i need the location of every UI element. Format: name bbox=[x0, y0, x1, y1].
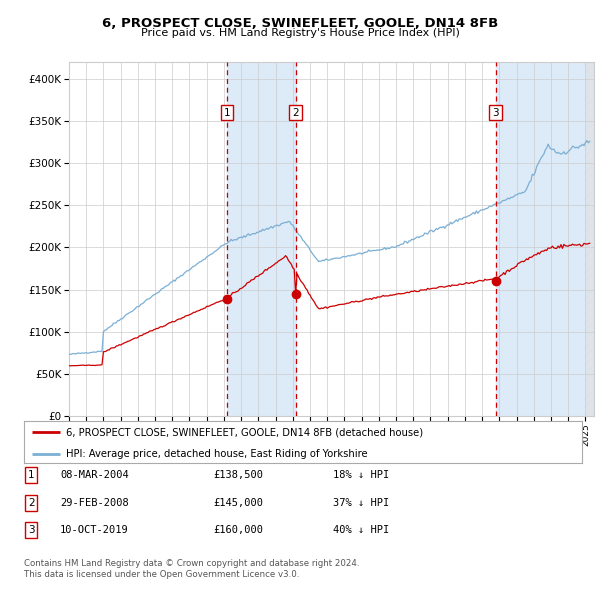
Text: This data is licensed under the Open Government Licence v3.0.: This data is licensed under the Open Gov… bbox=[24, 571, 299, 579]
Text: 6, PROSPECT CLOSE, SWINEFLEET, GOOLE, DN14 8FB (detached house): 6, PROSPECT CLOSE, SWINEFLEET, GOOLE, DN… bbox=[66, 427, 423, 437]
Bar bbox=[496, 62, 594, 416]
Text: 10-OCT-2019: 10-OCT-2019 bbox=[60, 526, 129, 535]
Text: 2: 2 bbox=[292, 107, 299, 117]
Text: 1: 1 bbox=[28, 470, 35, 480]
Text: 6, PROSPECT CLOSE, SWINEFLEET, GOOLE, DN14 8FB: 6, PROSPECT CLOSE, SWINEFLEET, GOOLE, DN… bbox=[102, 17, 498, 30]
Text: 3: 3 bbox=[28, 526, 35, 535]
Text: 2: 2 bbox=[28, 498, 35, 507]
Bar bbox=[586, 62, 594, 416]
Text: 08-MAR-2004: 08-MAR-2004 bbox=[60, 470, 129, 480]
Text: £145,000: £145,000 bbox=[213, 498, 263, 507]
Text: 18% ↓ HPI: 18% ↓ HPI bbox=[333, 470, 389, 480]
Text: 40% ↓ HPI: 40% ↓ HPI bbox=[333, 526, 389, 535]
Text: Contains HM Land Registry data © Crown copyright and database right 2024.: Contains HM Land Registry data © Crown c… bbox=[24, 559, 359, 568]
Text: 29-FEB-2008: 29-FEB-2008 bbox=[60, 498, 129, 507]
Text: 3: 3 bbox=[492, 107, 499, 117]
Text: HPI: Average price, detached house, East Riding of Yorkshire: HPI: Average price, detached house, East… bbox=[66, 449, 367, 459]
Bar bbox=[227, 62, 296, 416]
Text: 37% ↓ HPI: 37% ↓ HPI bbox=[333, 498, 389, 507]
Text: £138,500: £138,500 bbox=[213, 470, 263, 480]
Text: 1: 1 bbox=[224, 107, 230, 117]
Text: £160,000: £160,000 bbox=[213, 526, 263, 535]
Text: Price paid vs. HM Land Registry's House Price Index (HPI): Price paid vs. HM Land Registry's House … bbox=[140, 28, 460, 38]
